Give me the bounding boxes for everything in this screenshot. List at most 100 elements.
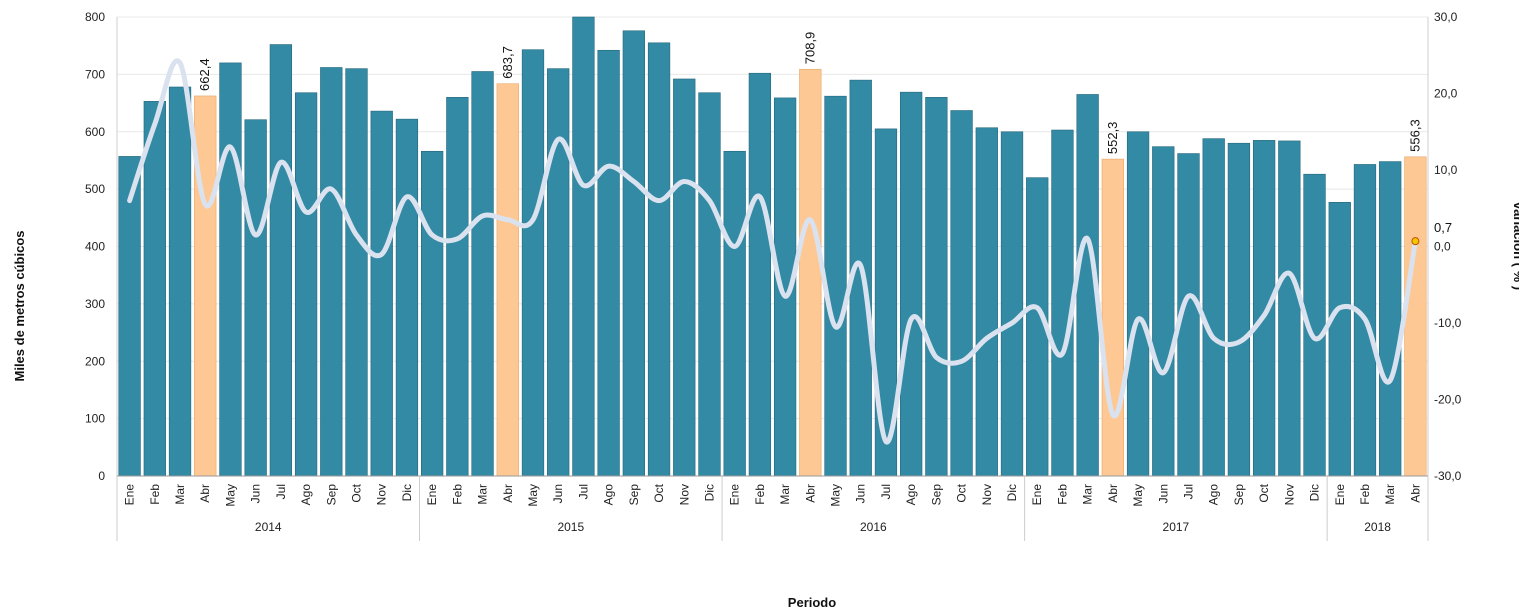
y2-axis-title: variación ( % ) xyxy=(1511,202,1519,290)
bar xyxy=(622,30,645,477)
x-tick-label: Jul xyxy=(879,484,893,499)
x-tick-label: Jun xyxy=(854,484,868,503)
x-tick-label: Feb xyxy=(148,484,162,505)
bar-highlight xyxy=(1404,156,1427,477)
x-tick-label: Ago xyxy=(1207,484,1221,506)
month-ticks: Ene Feb Mar Abr May Jun Jul Ago Sep Oct Nov Dic Ene F… xyxy=(123,483,1423,506)
y-tick-label: 500 xyxy=(85,182,105,196)
bar xyxy=(395,118,419,477)
bar xyxy=(446,97,469,477)
bar xyxy=(647,42,671,477)
year-label: 2017 xyxy=(1163,520,1190,534)
bar-highlight xyxy=(496,83,519,477)
x-tick-label: Abr xyxy=(198,484,212,503)
x-tick-label: May xyxy=(829,484,843,507)
x-tick-label: Ene xyxy=(1030,484,1044,506)
x-tick-label: Mar xyxy=(778,484,792,505)
x-tick-label: Jul xyxy=(1181,484,1195,499)
bar xyxy=(597,49,620,477)
x-tick-label: Abr xyxy=(1106,484,1120,503)
bar xyxy=(118,156,141,477)
bar-highlight xyxy=(1101,158,1124,477)
x-axis-title: Periodo xyxy=(788,595,836,610)
y2-tick-label: -30,0 xyxy=(1434,469,1462,483)
x-tick-label: Feb xyxy=(753,484,767,505)
bar xyxy=(698,92,721,477)
bar xyxy=(143,101,166,477)
x-tick-label: Jun xyxy=(1156,484,1170,503)
x-tick-label: Mar xyxy=(1383,484,1397,505)
bar xyxy=(269,44,293,477)
y2-tick-label: 30,0 xyxy=(1434,10,1458,24)
bar xyxy=(723,150,746,477)
x-tick-label: Mar xyxy=(1081,484,1095,505)
x-tick-label: May xyxy=(223,484,237,507)
end-point-label: 0,7 xyxy=(1434,220,1452,235)
bar xyxy=(673,78,696,477)
x-tick-label: Abr xyxy=(501,484,515,503)
bar xyxy=(1202,138,1225,477)
bar xyxy=(345,68,368,477)
bar-highlight xyxy=(799,68,822,477)
y-tick-label: 200 xyxy=(85,354,105,368)
y-tick-label: 800 xyxy=(85,10,105,24)
end-point-marker xyxy=(1411,237,1420,246)
y2-tick-label: 20,0 xyxy=(1434,87,1458,101)
x-tick-label: Ago xyxy=(602,484,616,506)
bar xyxy=(521,49,545,477)
bar xyxy=(421,150,444,477)
bar xyxy=(1252,140,1276,477)
bar xyxy=(1152,146,1175,477)
x-tick-label: Nov xyxy=(1282,484,1296,505)
x-tick-label: Dic xyxy=(1308,484,1322,501)
bar xyxy=(1379,161,1402,477)
x-tick-label: Sep xyxy=(1232,484,1246,506)
x-tick-label: Oct xyxy=(1257,483,1271,502)
x-tick-label: Abr xyxy=(803,484,817,503)
x-tick-label: Oct xyxy=(955,483,969,502)
data-label: 556,3 xyxy=(1407,119,1422,152)
bar xyxy=(219,62,242,477)
x-tick-label: Ago xyxy=(299,484,313,506)
year-label: 2014 xyxy=(255,520,282,534)
x-tick-label: Ene xyxy=(728,484,742,506)
bar xyxy=(975,127,998,477)
y-tick-label: 300 xyxy=(85,297,105,311)
bar xyxy=(294,92,318,477)
bar xyxy=(925,97,948,477)
bar xyxy=(1051,129,1074,477)
x-tick-label: Ene xyxy=(425,484,439,506)
y-tick-label: 100 xyxy=(85,412,105,426)
x-tick-label: Jun xyxy=(249,484,263,503)
bar xyxy=(547,68,570,477)
bar xyxy=(1328,202,1351,477)
x-tick-label: Sep xyxy=(324,484,338,506)
bar xyxy=(168,86,192,477)
x-tick-label: Feb xyxy=(450,484,464,505)
bar xyxy=(471,71,494,477)
bar xyxy=(320,67,343,477)
x-tick-label: May xyxy=(1131,484,1145,507)
y2-tick-label: -10,0 xyxy=(1434,316,1462,330)
y-tick-label: 0 xyxy=(98,469,105,483)
x-tick-label: Jul xyxy=(274,484,288,499)
bar xyxy=(244,119,267,477)
x-tick-label: Nov xyxy=(980,484,994,505)
x-tick-label: Dic xyxy=(702,484,716,501)
bar xyxy=(900,91,923,477)
x-tick-label: Abr xyxy=(1408,484,1422,503)
x-tick-label: Dic xyxy=(400,484,414,501)
year-label: 2018 xyxy=(1364,520,1391,534)
bar xyxy=(1227,142,1251,477)
bar xyxy=(572,16,595,477)
x-tick-label: Oct xyxy=(652,483,666,502)
bar xyxy=(824,95,847,477)
y2-tick-label: 10,0 xyxy=(1434,163,1458,177)
bar xyxy=(370,110,393,477)
right-axis-ticks: -30,0 -20,0 -10,0 0,0 10,0 20,0 30,0 xyxy=(1434,10,1462,483)
data-labels: 662,4 683,7 708,9 552,3 556,3 xyxy=(197,32,1422,154)
variation-line xyxy=(127,58,1418,445)
x-tick-label: Ene xyxy=(123,484,137,506)
x-tick-label: Dic xyxy=(1005,484,1019,501)
